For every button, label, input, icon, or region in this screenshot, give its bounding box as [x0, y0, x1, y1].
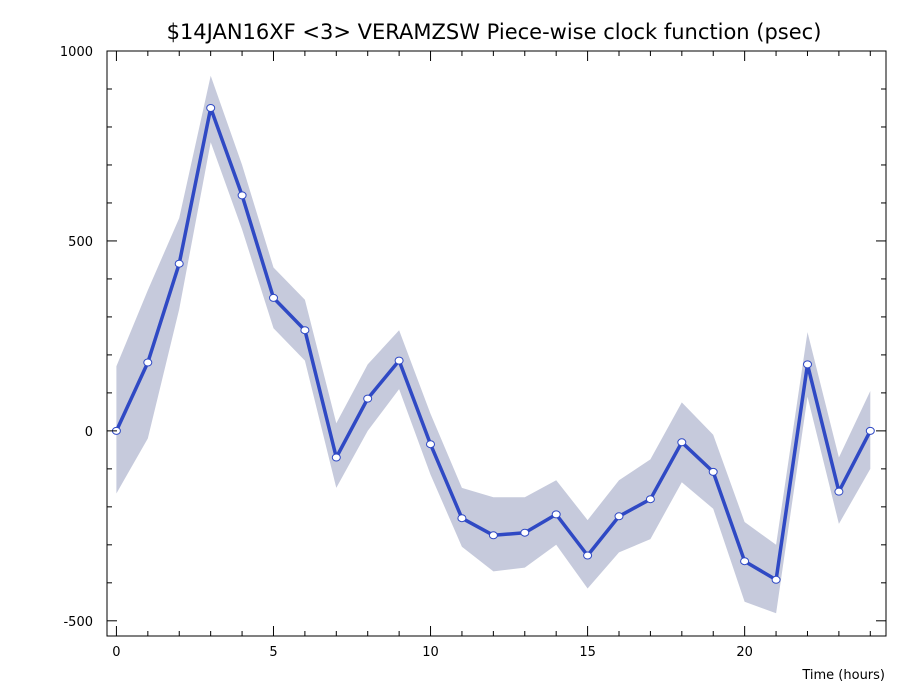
- data-point: [269, 293, 278, 302]
- x-tick-label: 20: [736, 645, 753, 660]
- data-point: [645, 495, 655, 504]
- x-tick-labels: 0 5 10 15 20: [112, 645, 753, 660]
- uncertainty-band: [116, 75, 871, 614]
- data-point: [174, 259, 184, 268]
- data-point: [803, 360, 812, 369]
- axis-ticks: [107, 50, 886, 636]
- uncertainty-band-layer: [116, 75, 871, 614]
- data-point: [237, 191, 247, 200]
- data-point: [394, 356, 404, 365]
- x-tick-label: 10: [422, 645, 439, 660]
- y-tick-labels: -500 0 500 1000: [60, 45, 93, 630]
- data-point: [520, 528, 530, 537]
- data-point: [206, 104, 216, 112]
- x-tick-label: 0: [112, 645, 120, 660]
- data-point: [708, 467, 718, 476]
- data-point: [865, 426, 875, 435]
- data-point: [614, 512, 624, 521]
- data-point-layer: [111, 104, 875, 584]
- y-tick-label: 500: [68, 235, 93, 250]
- data-point: [771, 575, 781, 584]
- x-axis-label: Time (hours): [801, 668, 885, 683]
- x-tick-label: 15: [579, 645, 596, 660]
- data-point: [363, 394, 373, 403]
- data-point: [331, 453, 341, 462]
- data-point: [677, 438, 687, 447]
- data-point: [583, 551, 593, 560]
- data-point: [488, 531, 498, 540]
- data-point: [740, 557, 750, 566]
- plot-frame: [106, 50, 887, 637]
- x-tick-label: 5: [269, 645, 277, 660]
- y-tick-label: 0: [85, 425, 93, 440]
- data-point: [551, 510, 561, 519]
- data-point: [300, 326, 310, 335]
- data-point: [426, 440, 435, 449]
- data-point: [834, 487, 844, 496]
- data-point: [457, 514, 467, 523]
- y-tick-label: -500: [63, 615, 93, 630]
- y-tick-label: 1000: [60, 45, 93, 60]
- chart-title: $14JAN16XF <3> VERAMZSW Piece-wise clock…: [167, 20, 822, 44]
- data-point: [143, 358, 153, 367]
